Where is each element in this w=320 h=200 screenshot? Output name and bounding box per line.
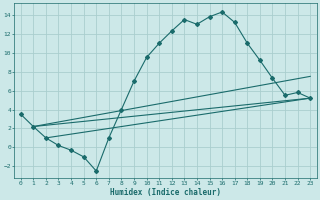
X-axis label: Humidex (Indice chaleur): Humidex (Indice chaleur) [110,188,221,197]
